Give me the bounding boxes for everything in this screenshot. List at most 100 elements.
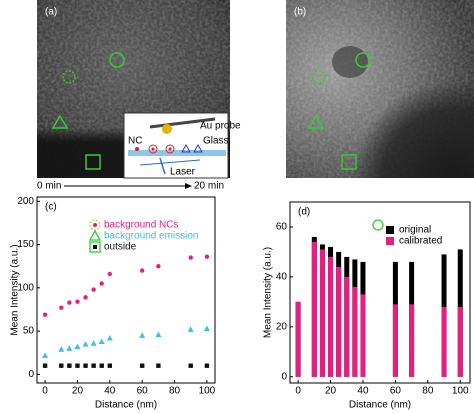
micrograph-a: (a) Au probe Glass NC Laser bbox=[37, 0, 241, 179]
marker bbox=[187, 326, 194, 332]
x-tick-label: 20 bbox=[72, 386, 84, 397]
y-tick-label: 60 bbox=[276, 222, 288, 233]
time-label: 0 min bbox=[37, 181, 61, 192]
marker bbox=[155, 331, 162, 338]
bar bbox=[344, 276, 350, 377]
y-tick-label: 20 bbox=[276, 321, 288, 332]
marker bbox=[139, 363, 145, 368]
marker bbox=[203, 325, 210, 331]
bar bbox=[392, 304, 398, 377]
legend-symbol bbox=[93, 223, 97, 227]
marker bbox=[99, 281, 104, 286]
bar bbox=[352, 286, 358, 377]
bar bbox=[457, 306, 463, 377]
legend-symbol bbox=[89, 241, 101, 253]
inset-label: Laser bbox=[170, 167, 196, 178]
marker bbox=[82, 341, 89, 347]
x-tick-label: 40 bbox=[104, 386, 116, 397]
y-axis-label: Mean Intensity (a.u.) bbox=[263, 247, 274, 338]
y-tick-label: 200 bbox=[17, 196, 34, 207]
bar bbox=[409, 304, 415, 377]
marker bbox=[188, 255, 193, 260]
time-arrow: 0 min 20 min bbox=[37, 181, 224, 192]
x-tick-label: 80 bbox=[169, 386, 181, 397]
x-tick-label: 80 bbox=[422, 386, 434, 397]
x-tick-label: 60 bbox=[137, 386, 149, 397]
y-tick-label: 150 bbox=[17, 239, 34, 250]
marker bbox=[91, 363, 96, 368]
bar bbox=[295, 301, 301, 377]
panel-label: (d) bbox=[298, 207, 310, 218]
panel-label: (a) bbox=[45, 7, 57, 18]
bar bbox=[328, 256, 334, 377]
x-tick-label: 100 bbox=[452, 386, 469, 397]
x-axis-label: Distance (nm) bbox=[95, 400, 157, 411]
marker bbox=[139, 268, 145, 273]
legend-label: original bbox=[399, 225, 431, 236]
marker bbox=[59, 363, 64, 368]
marker bbox=[83, 363, 88, 368]
marker bbox=[83, 295, 88, 300]
legend-label: background emission bbox=[104, 231, 199, 242]
legend-label: outside bbox=[104, 242, 137, 253]
y-tick-label: 0 bbox=[28, 369, 34, 380]
x-axis-label: Distance (nm) bbox=[349, 400, 411, 411]
marker bbox=[204, 254, 210, 259]
marker bbox=[74, 343, 81, 350]
bar bbox=[441, 306, 447, 377]
marker bbox=[67, 300, 72, 305]
y-tick-label: 40 bbox=[276, 272, 288, 283]
inset-label: NC bbox=[128, 136, 142, 147]
marker bbox=[75, 299, 80, 304]
x-tick-label: 100 bbox=[199, 386, 216, 397]
marker bbox=[42, 312, 48, 317]
marker bbox=[156, 363, 161, 368]
bar bbox=[311, 241, 317, 377]
marker bbox=[98, 338, 105, 344]
marker bbox=[188, 363, 193, 368]
marker bbox=[139, 332, 146, 338]
marker bbox=[91, 287, 96, 292]
plot-frame bbox=[36, 196, 216, 384]
legend-symbol bbox=[386, 237, 394, 245]
marker bbox=[156, 264, 161, 269]
marker bbox=[42, 363, 48, 368]
micrograph-b: (b) bbox=[286, 0, 474, 178]
marker bbox=[204, 363, 210, 368]
inset-label: Glass bbox=[203, 136, 229, 147]
marker bbox=[67, 363, 72, 368]
x-tick-label: 0 bbox=[295, 386, 301, 397]
y-axis-label: Mean Intensity (a.u.) bbox=[10, 244, 21, 335]
x-tick-label: 0 bbox=[42, 386, 48, 397]
bar bbox=[319, 249, 325, 377]
y-tick-label: 0 bbox=[281, 371, 287, 382]
x-tick-label: 40 bbox=[357, 386, 369, 397]
plot-frame bbox=[289, 201, 471, 384]
panel-label: (c) bbox=[45, 202, 57, 213]
legend-symbol bbox=[93, 245, 97, 249]
legend-label: background NCs bbox=[104, 220, 178, 231]
bar bbox=[360, 294, 366, 377]
legend-symbol bbox=[372, 219, 384, 231]
marker bbox=[66, 345, 73, 351]
x-tick-label: 20 bbox=[325, 386, 337, 397]
marker bbox=[75, 363, 80, 368]
marker bbox=[59, 305, 64, 310]
marker bbox=[42, 352, 49, 358]
y-tick-label: 100 bbox=[17, 282, 34, 293]
marker bbox=[106, 335, 113, 341]
legend-symbol bbox=[386, 226, 394, 234]
x-tick-label: 60 bbox=[390, 386, 402, 397]
marker bbox=[90, 340, 97, 346]
panel-label: (b) bbox=[294, 7, 306, 18]
marker bbox=[107, 363, 113, 368]
marker bbox=[58, 346, 65, 352]
legend-symbol bbox=[88, 229, 102, 241]
marker bbox=[99, 363, 104, 368]
inset-diagram: Au probe Glass NC Laser bbox=[123, 112, 241, 179]
inset-label: Au probe bbox=[200, 121, 241, 132]
legend-label: calibrated bbox=[399, 236, 442, 247]
y-tick-label: 50 bbox=[23, 326, 35, 337]
